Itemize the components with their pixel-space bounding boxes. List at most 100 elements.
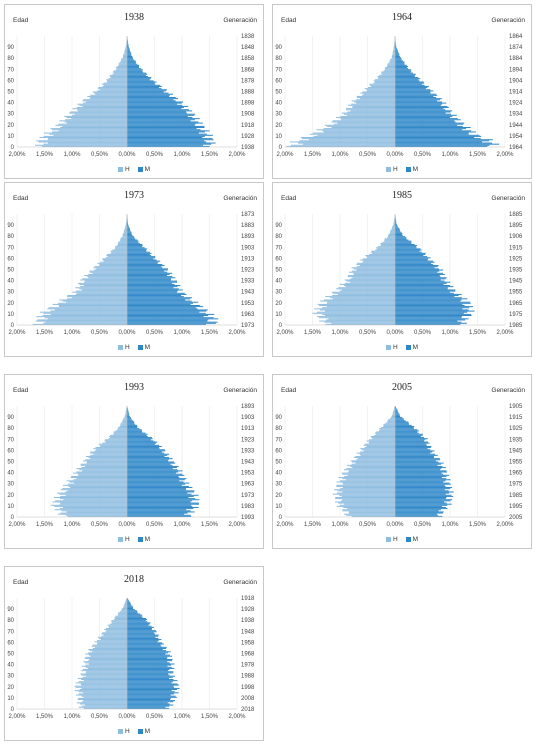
women-bar: [127, 259, 157, 261]
men-bar: [394, 219, 395, 221]
women-bar: [127, 513, 185, 515]
women-bar: [127, 412, 130, 414]
men-bar: [394, 42, 395, 44]
men-bar: [324, 321, 395, 323]
men-bar: [394, 41, 395, 43]
age-tick-label: 50: [275, 268, 282, 274]
women-bar: [395, 250, 420, 252]
women-bar: [127, 103, 178, 105]
women-bar: [127, 632, 154, 634]
women-bar: [127, 321, 218, 323]
x-tick-label: 1,50%: [304, 152, 322, 158]
age-tick-label: 30: [7, 290, 14, 296]
women-bar: [127, 253, 150, 255]
men-bar: [50, 504, 128, 506]
x-tick-label: 0,50%: [91, 714, 109, 720]
women-bar: [395, 260, 434, 262]
women-bar: [127, 55, 133, 57]
women-bar: [127, 514, 191, 516]
men-bar: [356, 266, 395, 268]
men-bar: [353, 273, 395, 275]
women-bar: [395, 427, 414, 429]
generation-tick-label: 1908: [241, 112, 255, 118]
men-bar: [374, 432, 395, 434]
men-bar: [318, 317, 395, 319]
women-bar: [127, 417, 131, 419]
legend-item-women: M: [137, 536, 150, 543]
women-bar: [127, 134, 213, 136]
women-bar: [127, 296, 184, 298]
legend-label: M: [144, 166, 151, 173]
x-tick-label: 0,50%: [91, 330, 109, 336]
women-bar: [127, 625, 152, 627]
men-bar: [344, 282, 395, 284]
men-bar: [84, 275, 127, 277]
generation-tick-label: 1874: [509, 45, 523, 51]
men-bar: [122, 235, 127, 237]
women-bar: [395, 409, 398, 411]
age-tick-label: 40: [275, 279, 282, 285]
men-bar: [58, 513, 127, 515]
men-bar: [123, 55, 127, 57]
women-bar: [127, 454, 168, 456]
pyramid-chart: 2,00% 1,50% 1,00% 0,50% 0,00% 0,50% 1,00% 1,50%…: [275, 34, 523, 158]
x-tick-label: 2,00%: [496, 330, 514, 336]
men-bar: [344, 503, 395, 505]
women-bar: [127, 320, 208, 322]
age-tick-label: 90: [7, 45, 14, 51]
men-bar: [345, 108, 395, 110]
women-bar: [395, 246, 417, 248]
women-bar: [127, 143, 212, 145]
women-bar: [395, 138, 481, 140]
men-bar: [54, 309, 127, 311]
women-bar: [127, 222, 129, 224]
women-bar: [395, 267, 435, 269]
chart-title: 2005: [392, 382, 412, 393]
chart-title: 2018: [124, 574, 144, 585]
women-bar: [127, 510, 191, 512]
women-bar: [127, 634, 159, 636]
men-bar: [76, 702, 127, 704]
legend-label: M: [412, 536, 419, 543]
women-bar: [127, 77, 152, 79]
men-bar: [367, 257, 395, 259]
women-bar: [127, 137, 203, 139]
men-bar: [75, 682, 127, 684]
women-bar: [127, 282, 172, 284]
age-tick-label: 30: [275, 112, 282, 118]
women-bar: [395, 53, 400, 55]
men-bar: [297, 142, 395, 144]
men-bar: [80, 673, 127, 675]
women-bar: [127, 674, 170, 676]
men-bar: [125, 225, 127, 227]
generation-tick-label: 1864: [509, 34, 523, 40]
women-bar: [127, 431, 143, 433]
men-bar: [390, 230, 395, 232]
men-bar: [383, 70, 395, 72]
women-bar: [127, 68, 142, 70]
men-bar: [95, 449, 127, 451]
women-bar: [127, 600, 129, 602]
x-tick-label: 1,00%: [173, 522, 191, 528]
men-bar: [84, 281, 127, 283]
men-bar: [348, 104, 395, 106]
men-bar: [97, 643, 127, 645]
men-bar: [336, 505, 395, 507]
men-bar: [88, 660, 127, 662]
men-bar: [123, 604, 127, 606]
men-bar: [122, 57, 127, 59]
women-bar: [395, 112, 446, 114]
men-bar: [331, 121, 395, 123]
men-bar: [81, 687, 127, 689]
men-bar: [58, 305, 127, 307]
men-bar: [349, 281, 395, 283]
men-bar: [82, 105, 127, 107]
men-bar: [99, 265, 127, 267]
women-bar: [395, 491, 454, 493]
women-bar: [395, 460, 436, 462]
men-bar: [290, 144, 395, 146]
women-bar: [127, 53, 132, 55]
men-bar: [323, 299, 395, 301]
women-bar: [127, 283, 175, 285]
